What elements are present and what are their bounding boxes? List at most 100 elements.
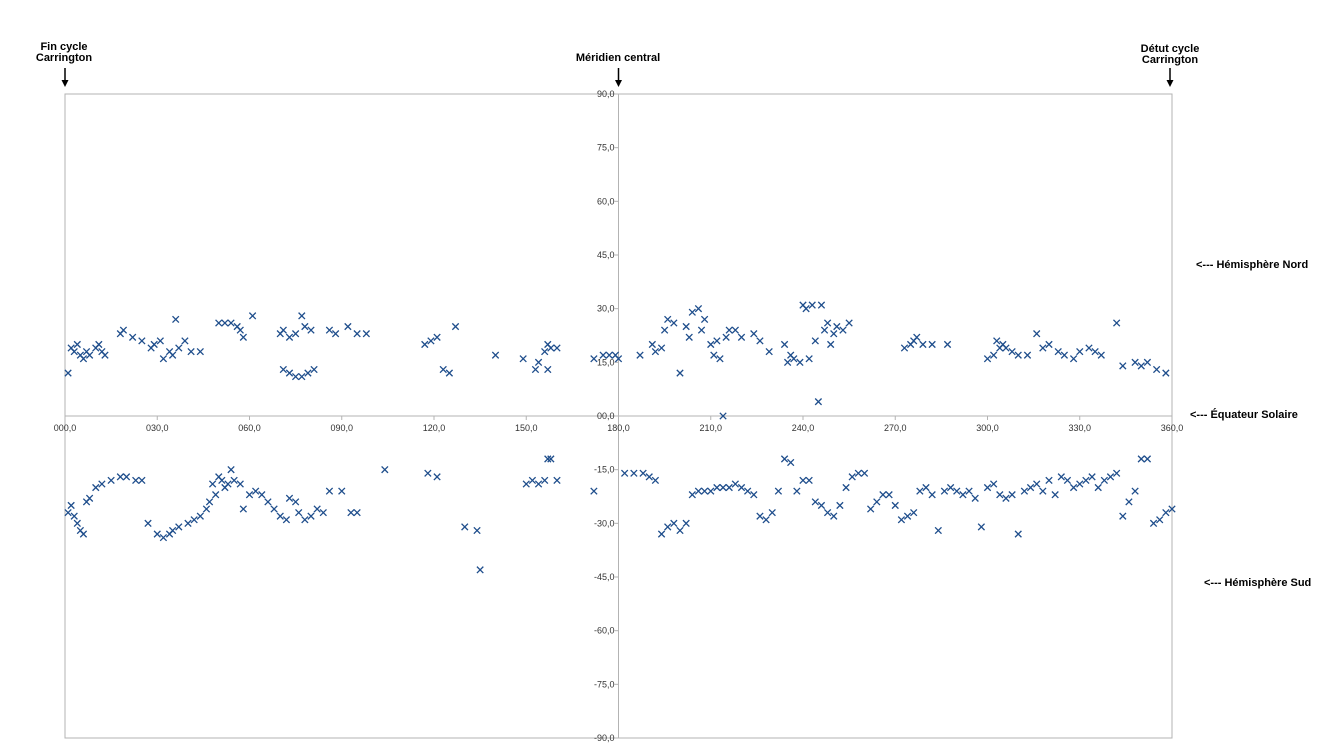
data-point bbox=[301, 322, 309, 331]
data-point bbox=[1002, 494, 1010, 502]
data-point bbox=[215, 319, 223, 327]
data-point bbox=[934, 526, 942, 535]
data-point bbox=[651, 476, 660, 485]
data-point bbox=[1143, 358, 1152, 366]
x-tick-label: 030,0 bbox=[146, 423, 169, 433]
data-point bbox=[553, 476, 561, 485]
data-point bbox=[187, 347, 195, 356]
data-point bbox=[73, 519, 81, 527]
data-point bbox=[1119, 362, 1127, 370]
data-point bbox=[1162, 508, 1170, 517]
data-point bbox=[276, 512, 284, 520]
data-point bbox=[282, 516, 291, 524]
data-point bbox=[534, 358, 543, 366]
data-point bbox=[664, 523, 672, 531]
data-point bbox=[1014, 530, 1022, 538]
data-point bbox=[245, 491, 254, 499]
data-point bbox=[205, 498, 214, 506]
left-header-line2: Carrington bbox=[35, 52, 93, 64]
data-point bbox=[1131, 358, 1139, 366]
data-point bbox=[780, 340, 789, 349]
data-point bbox=[845, 319, 853, 327]
data-point bbox=[1088, 473, 1096, 481]
data-point bbox=[590, 355, 598, 363]
y-tick-label: 00,0 bbox=[597, 411, 615, 421]
data-point bbox=[670, 319, 678, 327]
data-point bbox=[196, 347, 204, 356]
data-point bbox=[331, 330, 340, 338]
data-point bbox=[291, 498, 300, 506]
x-tick-label: 060,0 bbox=[238, 423, 261, 433]
data-point bbox=[928, 491, 936, 499]
data-point bbox=[796, 358, 804, 366]
data-point bbox=[153, 530, 161, 538]
data-point bbox=[424, 469, 432, 477]
left-arrow-marker bbox=[61, 80, 69, 87]
data-point bbox=[916, 487, 924, 495]
data-point bbox=[184, 519, 192, 527]
data-point bbox=[713, 483, 721, 492]
data-point bbox=[1051, 491, 1059, 499]
data-point bbox=[860, 469, 869, 477]
data-point bbox=[1156, 516, 1164, 524]
y-tick-label: -75,0 bbox=[594, 679, 615, 689]
data-point bbox=[1008, 347, 1016, 356]
data-point bbox=[119, 326, 128, 334]
data-point bbox=[1082, 476, 1090, 485]
data-point bbox=[750, 330, 758, 338]
data-point bbox=[73, 340, 81, 349]
data-point bbox=[1023, 351, 1032, 359]
data-point bbox=[190, 516, 198, 524]
right-arrow-marker bbox=[1166, 80, 1174, 87]
data-point bbox=[295, 508, 303, 517]
x-tick-label: 120,0 bbox=[423, 423, 446, 433]
data-point bbox=[1039, 487, 1047, 495]
data-point bbox=[212, 491, 220, 499]
equator-label: <--- Équateur Solaire bbox=[1190, 409, 1298, 421]
x-tick-label: 300,0 bbox=[976, 423, 999, 433]
data-point bbox=[719, 483, 727, 492]
x-tick-label: 330,0 bbox=[1068, 423, 1091, 433]
data-point bbox=[1091, 347, 1099, 356]
data-point bbox=[319, 508, 327, 517]
data-point bbox=[1137, 455, 1145, 463]
data-point bbox=[830, 330, 838, 338]
data-point bbox=[433, 473, 441, 481]
data-point bbox=[685, 333, 693, 341]
data-point bbox=[700, 487, 709, 495]
data-point bbox=[1097, 351, 1105, 359]
data-point bbox=[688, 308, 696, 316]
data-point bbox=[657, 530, 666, 538]
data-point bbox=[817, 301, 826, 309]
data-point bbox=[1069, 483, 1078, 492]
data-point bbox=[820, 326, 829, 334]
data-point bbox=[239, 505, 248, 513]
data-point bbox=[697, 326, 706, 334]
data-point bbox=[95, 340, 103, 349]
data-point bbox=[279, 326, 287, 334]
data-point bbox=[676, 369, 684, 377]
data-point bbox=[768, 508, 776, 517]
y-tick-label: 15,0 bbox=[597, 357, 615, 367]
data-point bbox=[150, 340, 158, 349]
data-point bbox=[1168, 505, 1176, 513]
data-point bbox=[636, 351, 644, 359]
data-point bbox=[159, 533, 168, 542]
data-point bbox=[433, 333, 441, 341]
data-point bbox=[1112, 469, 1121, 477]
data-point bbox=[301, 516, 309, 524]
data-point bbox=[70, 347, 78, 356]
data-point bbox=[648, 340, 656, 349]
data-point bbox=[670, 519, 678, 527]
data-point bbox=[236, 480, 244, 488]
data-point bbox=[353, 330, 361, 338]
data-point bbox=[756, 337, 764, 345]
data-point bbox=[224, 480, 232, 488]
left-header-line1: Fin cycle bbox=[40, 41, 88, 53]
data-point bbox=[421, 340, 429, 349]
data-point bbox=[953, 487, 961, 495]
data-point bbox=[873, 498, 881, 506]
data-point bbox=[590, 487, 598, 495]
data-point bbox=[491, 351, 500, 359]
data-point bbox=[531, 365, 540, 374]
